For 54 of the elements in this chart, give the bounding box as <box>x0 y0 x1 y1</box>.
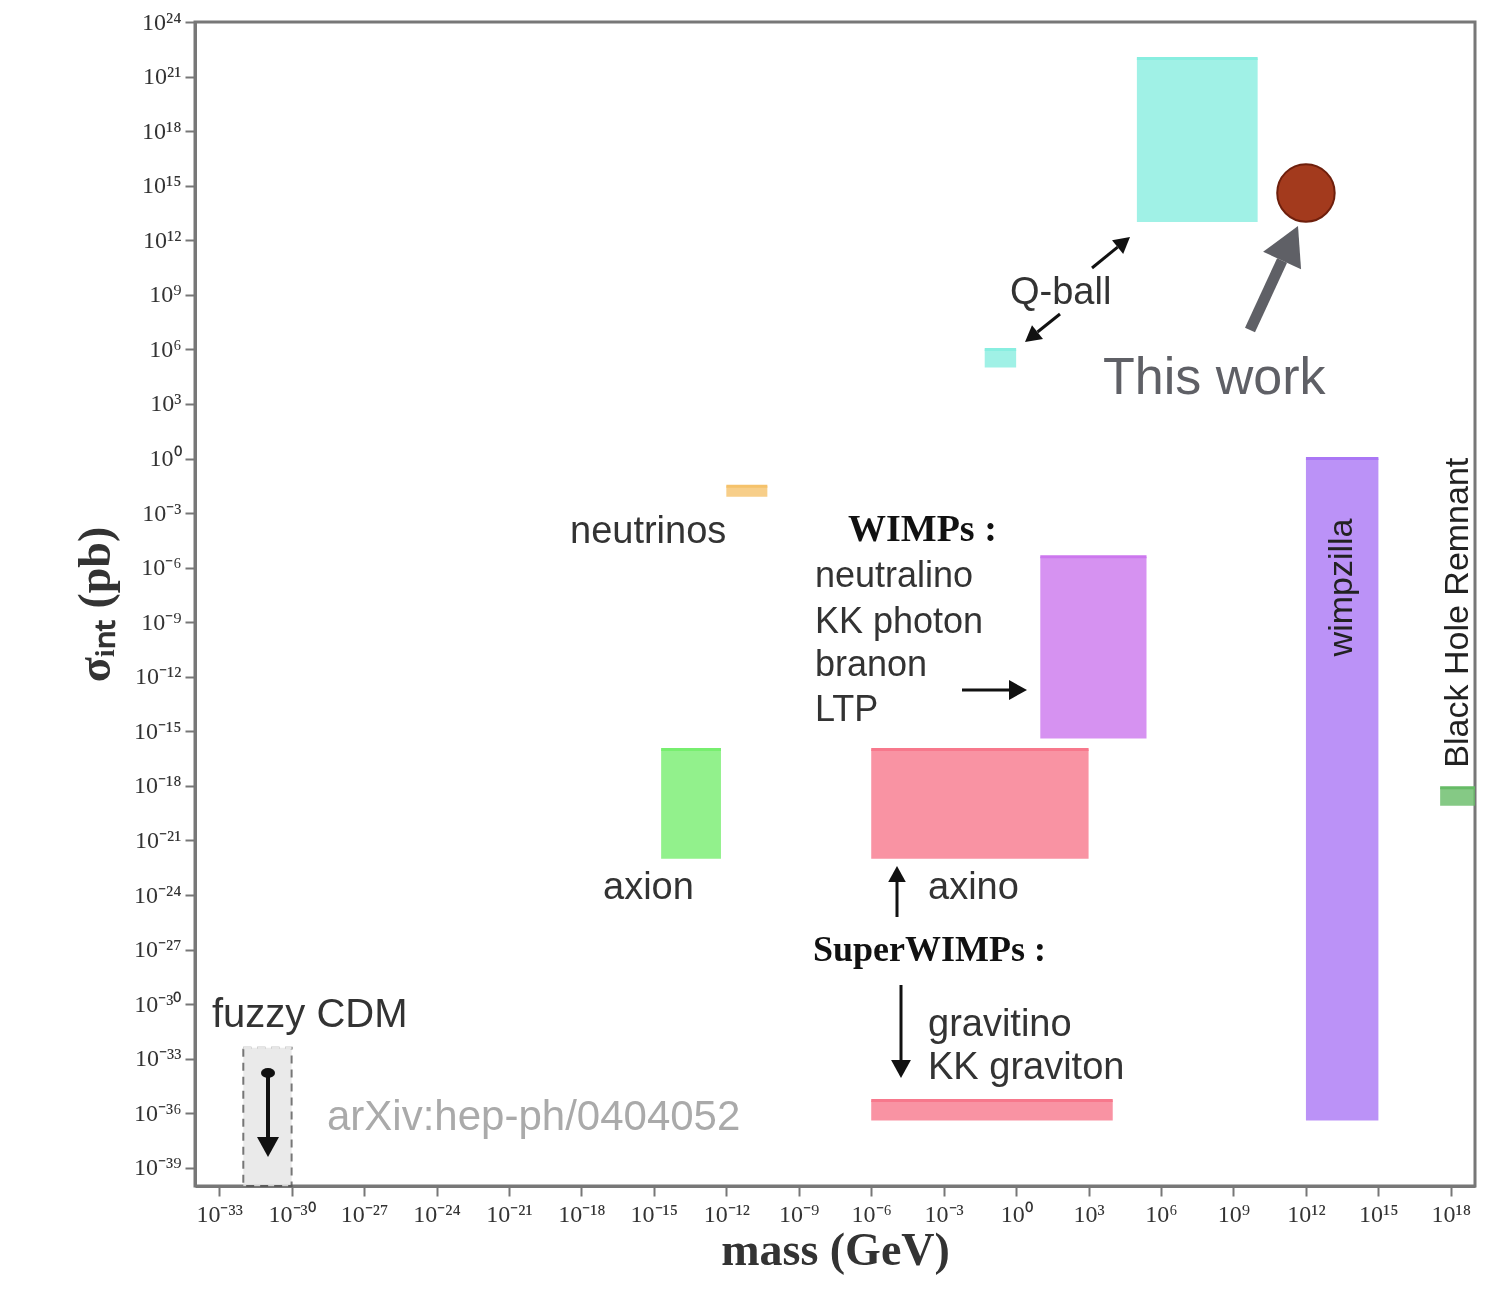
annotation: KK graviton <box>928 1045 1125 1087</box>
annotation: axion <box>603 865 694 907</box>
y-tick-label: 10⁻²⁷ <box>133 936 182 963</box>
y-tick-label: 10¹² <box>143 226 182 253</box>
y-tick-label: 10⁶ <box>149 335 182 362</box>
y-tick-label: 10¹⁸ <box>141 117 182 144</box>
x-tick-label: 10⁻¹⁸ <box>558 1200 606 1227</box>
y-tick-label: 10⁻¹⁵ <box>133 717 182 744</box>
annotation: axino <box>928 865 1019 907</box>
y-tick-label: 10²¹ <box>143 63 182 90</box>
x-tick-label: 10⁻²¹ <box>486 1200 533 1227</box>
y-axis-title: σᵢₙₜ (pb) <box>68 526 120 683</box>
annotation: WIMPs : <box>848 507 997 549</box>
y-tick-label: 10⁰ <box>149 445 182 471</box>
y-tick-label: 10⁻¹⁸ <box>133 772 182 799</box>
x-tick-label: 10¹⁵ <box>1359 1200 1399 1227</box>
text: wimpzilla <box>1321 518 1360 658</box>
x-tick-label: 10³ <box>1073 1200 1105 1227</box>
x-tick-label: 10⁰ <box>1000 1200 1033 1227</box>
x-tick-label: 10¹² <box>1287 1200 1326 1227</box>
y-tick-label: 10²⁴ <box>141 8 182 35</box>
y-tick-label: 10⁻³⁶ <box>133 1099 182 1126</box>
x-tick-label: 10⁻³⁰ <box>268 1200 316 1227</box>
annotation: fuzzy CDM <box>212 991 408 1035</box>
y-tick-label: 10⁻³³ <box>135 1045 182 1072</box>
annotation: neutrinos <box>570 509 727 551</box>
y-tick-label: 10⁻³⁰ <box>134 990 182 1017</box>
annotation: This work <box>1103 347 1327 405</box>
x-tick-label: 10⁻³³ <box>196 1200 243 1227</box>
annotation: KK photon <box>815 600 984 641</box>
x-tick-label: 10¹⁸ <box>1431 1200 1472 1227</box>
y-tick-label: 10⁻⁶ <box>141 554 182 581</box>
annotation: SuperWIMPs : <box>813 929 1046 969</box>
annotation: Q-ball <box>1010 270 1112 312</box>
y-tick-label: 10⁻¹² <box>135 663 182 690</box>
x-tick-label: 10⁻²⁷ <box>340 1200 389 1227</box>
y-tick-label: 10⁻²⁴ <box>133 881 182 908</box>
annotation: gravitino <box>928 1002 1072 1044</box>
text: Black Hole Remnant <box>1436 457 1475 768</box>
x-tick-label: 10⁶ <box>1145 1200 1178 1227</box>
y-tick-label: 10⁹ <box>149 281 182 308</box>
y-tick-label: 10⁻⁹ <box>141 608 182 635</box>
annotation: arXiv:hep-ph/0404052 <box>327 1092 741 1139</box>
y-tick-label: 10⁻³⁹ <box>133 1154 182 1181</box>
y-tick-label: 10³ <box>150 390 182 417</box>
annotation: neutralino <box>815 554 974 595</box>
annotation: LTP <box>815 688 879 729</box>
y-tick-label: 10⁻²¹ <box>135 826 182 853</box>
x-tick-label: 10⁻¹⁵ <box>630 1200 679 1227</box>
y-tick-label: 10¹⁵ <box>141 172 182 199</box>
annotation: branon <box>815 643 928 684</box>
x-tick-label: 10⁹ <box>1217 1200 1251 1227</box>
y-tick-label: 10⁻³ <box>142 499 182 526</box>
x-tick-label: 10⁻²⁴ <box>413 1200 461 1227</box>
